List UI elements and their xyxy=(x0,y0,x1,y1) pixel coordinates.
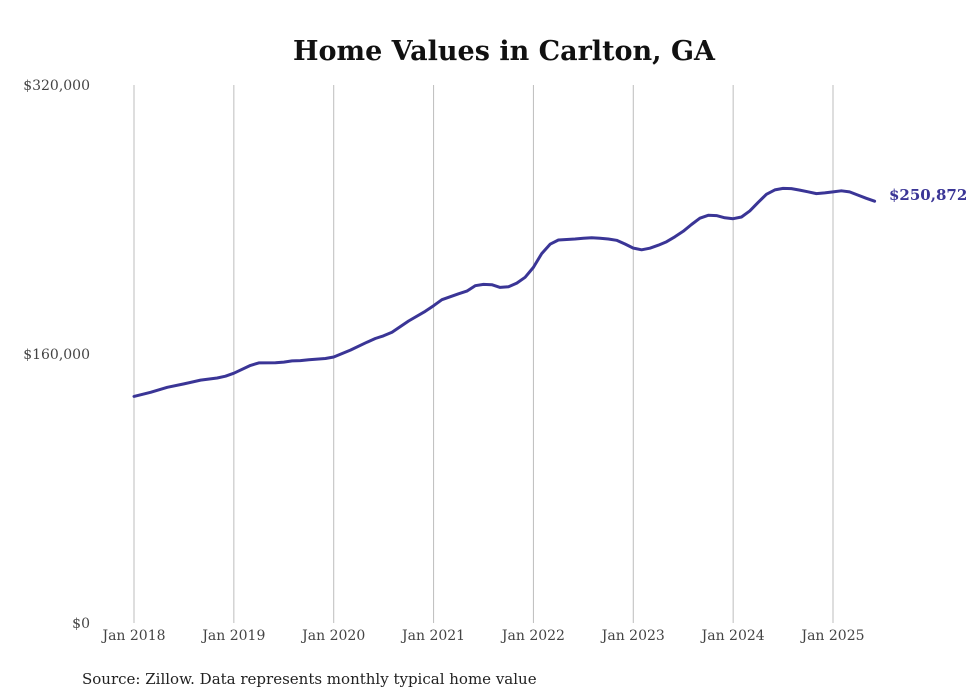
x-tick-label: Jan 2020 xyxy=(300,628,365,644)
x-tick-label: Jan 2023 xyxy=(600,628,665,644)
x-tick-label: Jan 2025 xyxy=(799,628,864,644)
y-tick-label: $320,000 xyxy=(23,78,90,94)
x-tick-label: Jan 2024 xyxy=(700,628,765,644)
series-layer: $250,872 xyxy=(132,186,967,398)
x-tick-label: Jan 2018 xyxy=(100,628,165,644)
y-tick-label: $0 xyxy=(72,616,90,632)
source-note: Source: Zillow. Data represents monthly … xyxy=(82,670,537,688)
end-value-label: $250,872 xyxy=(889,186,967,204)
chart-title: Home Values in Carlton, GA xyxy=(293,36,716,67)
y-tick-label: $160,000 xyxy=(23,347,90,363)
x-tick-label: Jan 2021 xyxy=(400,628,465,644)
y-axis: $320,000 $160,000 $0 xyxy=(23,78,90,632)
x-tick-label: Jan 2022 xyxy=(500,628,565,644)
x-tick-label: Jan 2019 xyxy=(200,628,265,644)
x-axis: Jan 2018 Jan 2019 Jan 2020 Jan 2021 Jan 2022… xyxy=(100,628,864,644)
grid-lines xyxy=(133,85,834,623)
series-line xyxy=(132,186,877,398)
